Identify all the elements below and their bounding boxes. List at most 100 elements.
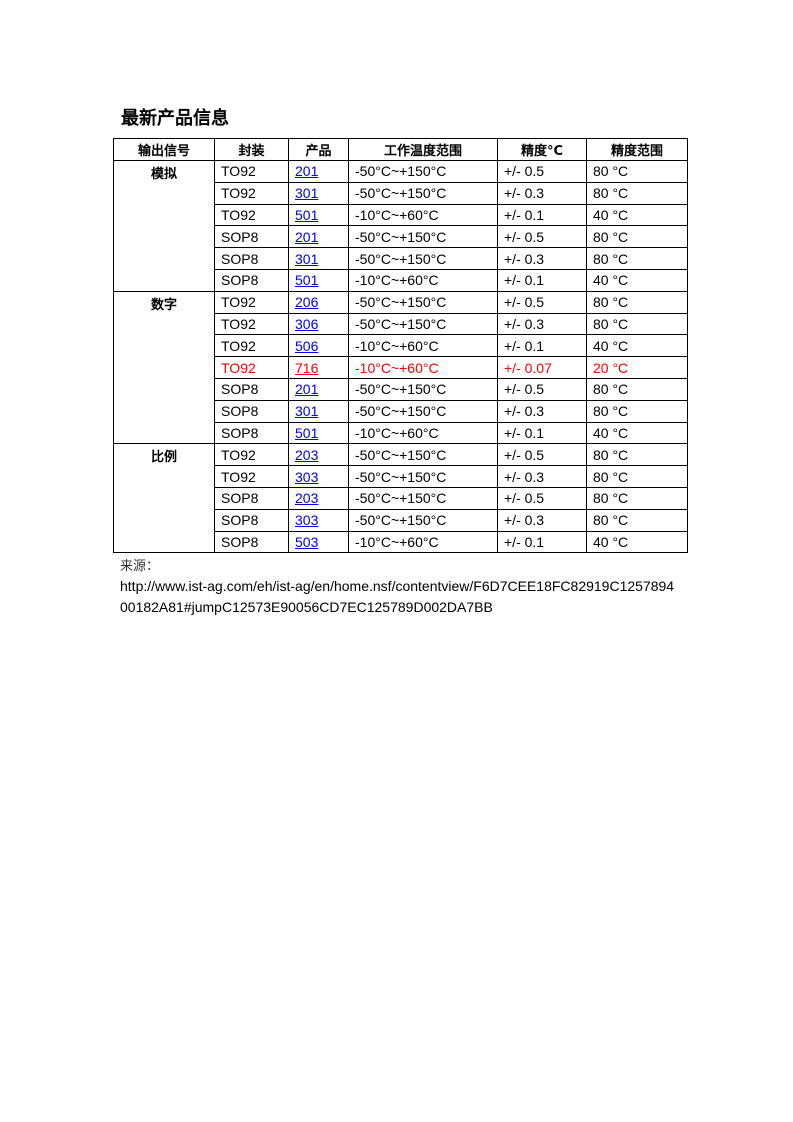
product-cell: 201 bbox=[288, 225, 349, 249]
temp-range-cell: -10°C~+60°C bbox=[348, 421, 498, 445]
accuracy-range-cell: 40 °C bbox=[586, 268, 688, 292]
accuracy-range-cell: 40 °C bbox=[586, 334, 688, 358]
table-row: TO92 301 -50°C~+150°C +/- 0.3 80 °C bbox=[114, 181, 688, 205]
accuracy-range-cell: 80 °C bbox=[586, 225, 688, 249]
accuracy-cell: +/- 0.3 bbox=[497, 312, 587, 336]
product-cell: 203 bbox=[288, 443, 349, 467]
product-link[interactable]: 203 bbox=[295, 490, 319, 507]
temp-range-cell: -50°C~+150°C bbox=[348, 443, 498, 467]
accuracy-cell: +/- 0.5 bbox=[497, 225, 587, 249]
temp-range-cell: -50°C~+150°C bbox=[348, 290, 498, 314]
package-cell: TO92 bbox=[214, 203, 289, 227]
column-header: 精度°C bbox=[497, 138, 587, 161]
package-cell: TO92 bbox=[214, 312, 289, 336]
temp-range-cell: -50°C~+150°C bbox=[348, 225, 498, 249]
accuracy-range-cell: 20 °C bbox=[586, 356, 688, 379]
product-link[interactable]: 306 bbox=[295, 315, 319, 332]
product-cell: 503 bbox=[288, 530, 349, 554]
product-link[interactable]: 301 bbox=[295, 185, 319, 202]
source-url[interactable]: http://www.ist-ag.com/eh/ist-ag/en/home.… bbox=[120, 578, 675, 615]
accuracy-cell: +/- 0.5 bbox=[497, 160, 587, 183]
accuracy-range-cell: 80 °C bbox=[586, 181, 688, 205]
column-header: 工作温度范围 bbox=[348, 138, 498, 161]
accuracy-cell: +/- 0.07 bbox=[497, 356, 587, 379]
product-link[interactable]: 201 bbox=[295, 228, 319, 245]
product-cell: 301 bbox=[288, 247, 349, 270]
table-row: 模拟 TO92 201 -50°C~+150°C +/- 0.5 80 °C bbox=[113, 160, 688, 292]
product-link[interactable]: 501 bbox=[295, 424, 319, 441]
package-cell: SOP8 bbox=[214, 508, 289, 532]
product-cell: 303 bbox=[288, 508, 349, 532]
package-cell: TO92 bbox=[214, 443, 289, 467]
package-cell: TO92 bbox=[214, 181, 289, 205]
temp-range-cell: -50°C~+150°C bbox=[348, 486, 498, 510]
accuracy-range-cell: 80 °C bbox=[586, 508, 688, 532]
product-link[interactable]: 201 bbox=[295, 381, 319, 398]
product-cell: 501 bbox=[288, 268, 349, 292]
package-cell: TO92 bbox=[214, 160, 289, 183]
product-link[interactable]: 203 bbox=[295, 446, 319, 463]
product-link[interactable]: 506 bbox=[295, 337, 319, 354]
table-row: TO92 716 -10°C~+60°C +/- 0.07 20 °C bbox=[114, 356, 688, 379]
temp-range-cell: -50°C~+150°C bbox=[348, 377, 498, 401]
temp-range-cell: -10°C~+60°C bbox=[348, 268, 498, 292]
product-link[interactable]: 501 bbox=[295, 272, 319, 289]
package-cell: SOP8 bbox=[214, 530, 289, 554]
accuracy-range-cell: 80 °C bbox=[586, 399, 688, 423]
temp-range-cell: -50°C~+150°C bbox=[348, 508, 498, 532]
temp-range-cell: -10°C~+60°C bbox=[348, 530, 498, 554]
product-cell: 203 bbox=[288, 486, 349, 510]
accuracy-range-cell: 40 °C bbox=[586, 530, 688, 554]
product-cell: 303 bbox=[288, 465, 349, 488]
table-row: SOP8 301 -50°C~+150°C +/- 0.3 80 °C bbox=[114, 247, 688, 270]
accuracy-cell: +/- 0.5 bbox=[497, 486, 587, 510]
product-link[interactable]: 301 bbox=[295, 403, 319, 420]
accuracy-cell: +/- 0.1 bbox=[497, 334, 587, 358]
accuracy-cell: +/- 0.3 bbox=[497, 247, 587, 270]
table-row: SOP8 503 -10°C~+60°C +/- 0.1 40 °C bbox=[114, 530, 688, 554]
package-cell: SOP8 bbox=[214, 268, 289, 292]
product-link[interactable]: 303 bbox=[295, 512, 319, 529]
package-cell: TO92 bbox=[214, 334, 289, 358]
accuracy-range-cell: 40 °C bbox=[586, 203, 688, 227]
accuracy-cell: +/- 0.5 bbox=[497, 377, 587, 401]
product-cell: 716 bbox=[288, 356, 349, 379]
accuracy-range-cell: 80 °C bbox=[586, 290, 688, 314]
product-table: 输出信号 封装 产品 工作温度范围 精度°C 精度范围 模拟 TO92 201 -50°C~+1… bbox=[113, 138, 688, 554]
package-cell: TO92 bbox=[214, 465, 289, 488]
accuracy-range-cell: 80 °C bbox=[586, 443, 688, 467]
product-link[interactable]: 503 bbox=[295, 533, 319, 550]
table-row: TO92 306 -50°C~+150°C +/- 0.3 80 °C bbox=[114, 312, 688, 336]
product-link[interactable]: 206 bbox=[295, 294, 319, 311]
table-row: SOP8 501 -10°C~+60°C +/- 0.1 40 °C bbox=[114, 421, 688, 445]
temp-range-cell: -50°C~+150°C bbox=[348, 181, 498, 205]
accuracy-cell: +/- 0.1 bbox=[497, 530, 587, 554]
product-link[interactable]: 501 bbox=[295, 206, 319, 223]
package-cell: SOP8 bbox=[214, 377, 289, 401]
temp-range-cell: -50°C~+150°C bbox=[348, 465, 498, 488]
accuracy-range-cell: 80 °C bbox=[586, 465, 688, 488]
product-cell: 301 bbox=[288, 399, 349, 423]
accuracy-range-cell: 80 °C bbox=[586, 486, 688, 510]
accuracy-range-cell: 80 °C bbox=[586, 377, 688, 401]
product-link[interactable]: 303 bbox=[295, 468, 319, 485]
package-cell: SOP8 bbox=[214, 247, 289, 270]
accuracy-cell: +/- 0.1 bbox=[497, 421, 587, 445]
accuracy-cell: +/- 0.3 bbox=[497, 181, 587, 205]
temp-range-cell: -50°C~+150°C bbox=[348, 312, 498, 336]
product-link[interactable]: 301 bbox=[295, 250, 319, 267]
product-link[interactable]: 716 bbox=[295, 359, 319, 376]
accuracy-cell: +/- 0.5 bbox=[497, 290, 587, 314]
product-link[interactable]: 201 bbox=[295, 163, 319, 180]
temp-range-cell: -50°C~+150°C bbox=[348, 247, 498, 270]
product-cell: 206 bbox=[288, 290, 349, 314]
table-row: SOP8 201 -50°C~+150°C +/- 0.5 80 °C bbox=[114, 225, 688, 249]
accuracy-range-cell: 40 °C bbox=[586, 421, 688, 445]
accuracy-cell: +/- 0.5 bbox=[497, 443, 587, 467]
package-cell: SOP8 bbox=[214, 421, 289, 445]
package-cell: TO92 bbox=[214, 356, 289, 379]
accuracy-range-cell: 80 °C bbox=[586, 312, 688, 336]
accuracy-cell: +/- 0.3 bbox=[497, 399, 587, 423]
column-header: 输出信号 bbox=[113, 138, 215, 161]
table-row: 数字 TO92 206 -50°C~+150°C +/- 0.5 80 °C bbox=[113, 290, 688, 445]
